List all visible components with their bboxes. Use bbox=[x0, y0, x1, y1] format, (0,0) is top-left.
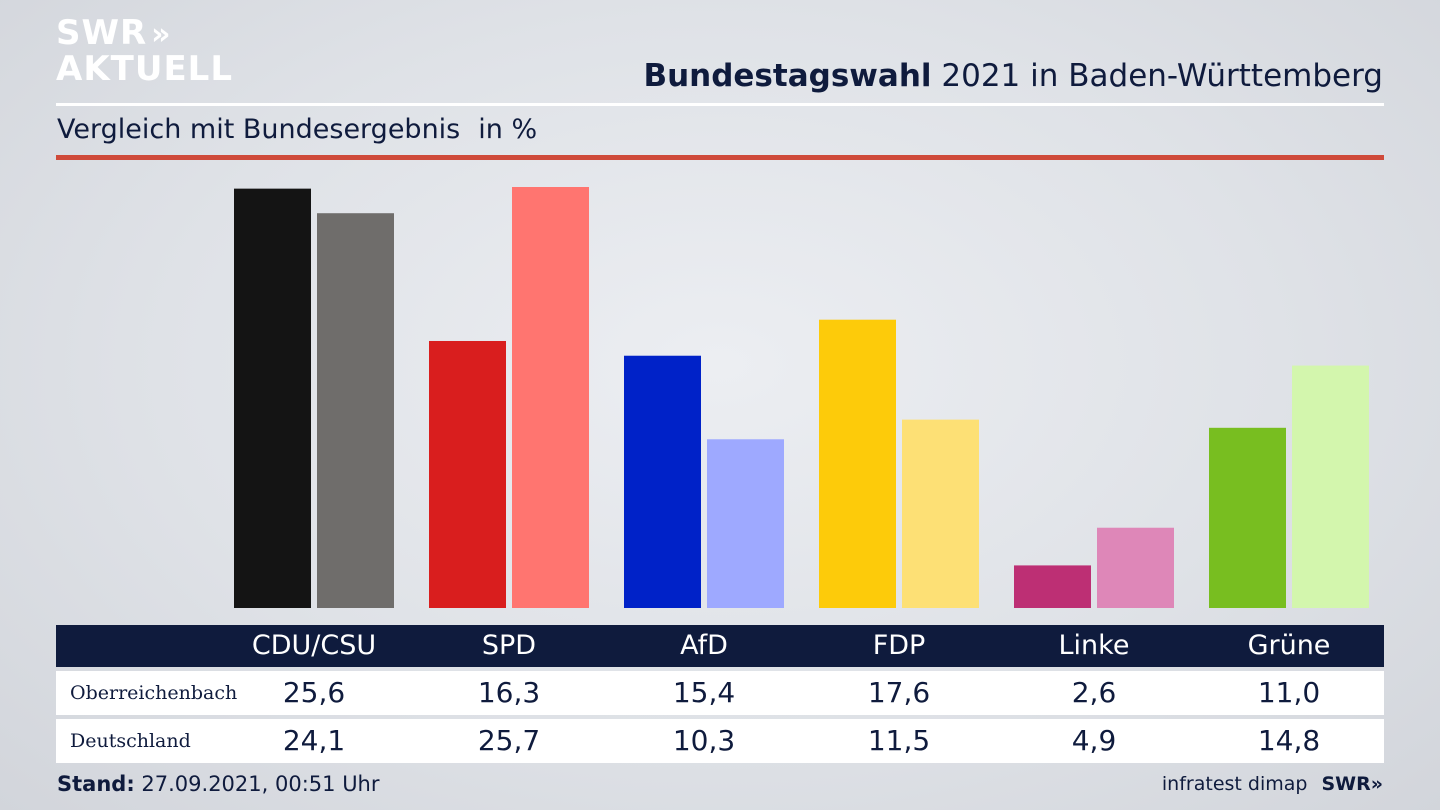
category-label: SPD bbox=[481, 630, 537, 661]
table-header: CDU/CSU SPD AfD FDP Linke Grüne bbox=[56, 625, 1384, 667]
footer-swr-logo: SWR» bbox=[1321, 773, 1383, 795]
bar-grüne-deutschland bbox=[1292, 365, 1369, 608]
value-cell: 10,3 bbox=[672, 724, 736, 757]
value-cell: 25,7 bbox=[477, 724, 541, 757]
stand-label: Stand: bbox=[57, 772, 135, 796]
swr-aktuell-logo: SWR» AKTUELL bbox=[56, 16, 233, 86]
value-cell: 2,6 bbox=[1071, 676, 1117, 709]
bar-afd-deutschland bbox=[707, 439, 784, 608]
table-row: Deutschland 24,1 25,7 10,3 11,5 4,9 14,8 bbox=[56, 719, 1384, 763]
category-label: Linke bbox=[1058, 630, 1130, 661]
value-cell: 11,5 bbox=[867, 724, 931, 757]
value-cell: 17,6 bbox=[867, 676, 931, 709]
bar-spd-deutschland bbox=[512, 187, 589, 608]
timestamp: Stand: 27.09.2021, 00:51 Uhr bbox=[57, 772, 380, 796]
category-label: Grüne bbox=[1247, 630, 1331, 661]
subtitle-divider bbox=[56, 155, 1384, 160]
bar-cdu-csu-deutschland bbox=[317, 213, 394, 608]
subtitle-unit: in % bbox=[478, 114, 538, 145]
row-label-oberreichenbach: Oberreichenbach bbox=[70, 682, 238, 704]
bar-spd-oberreichenbach bbox=[429, 340, 506, 608]
category-label: FDP bbox=[872, 630, 926, 661]
value-cell: 24,1 bbox=[282, 724, 346, 757]
value-cell: 25,6 bbox=[282, 676, 346, 709]
category-label: AfD bbox=[680, 630, 728, 661]
bar-grüne-oberreichenbach bbox=[1209, 427, 1286, 608]
subtitle-text: Vergleich mit Bundesergebnis bbox=[57, 114, 461, 145]
stand-value: 27.09.2021, 00:51 Uhr bbox=[141, 772, 380, 796]
chart-subtitle: Vergleich mit Bundesergebnis in % bbox=[57, 114, 537, 145]
title-rest: 2021 in Baden-Württemberg bbox=[941, 58, 1383, 94]
bar-fdp-oberreichenbach bbox=[819, 319, 896, 608]
value-cell: 16,3 bbox=[477, 676, 541, 709]
logo-aktuell-text: AKTUELL bbox=[56, 49, 234, 89]
value-cell: 11,0 bbox=[1257, 676, 1321, 709]
source-credit: infratest dimap SWR» bbox=[1162, 773, 1383, 795]
title-divider bbox=[56, 103, 1384, 106]
bar-chart bbox=[234, 187, 1369, 609]
bar-linke-oberreichenbach bbox=[1014, 565, 1091, 608]
bar-linke-deutschland bbox=[1097, 527, 1174, 608]
value-cell: 4,9 bbox=[1071, 724, 1117, 757]
row-label-deutschland: Deutschland bbox=[70, 730, 191, 752]
results-table: CDU/CSU SPD AfD FDP Linke Grüne Oberreichenba… bbox=[56, 625, 1384, 763]
bar-afd-oberreichenbach bbox=[624, 355, 701, 608]
source-text: infratest dimap bbox=[1161, 773, 1308, 795]
logo-swr-text: SWR bbox=[56, 13, 148, 53]
title-bold: Bundestagswahl bbox=[643, 58, 932, 94]
value-cell: 15,4 bbox=[672, 676, 736, 709]
table-row: Oberreichenbach 25,6 16,3 15,4 17,6 2,6 11,0 bbox=[56, 671, 1384, 715]
bar-cdu-csu-oberreichenbach bbox=[234, 188, 311, 609]
logo-arrows-icon: » bbox=[151, 17, 172, 52]
bar-fdp-deutschland bbox=[902, 419, 979, 608]
page-title: Bundestagswahl 2021 in Baden-Württemberg bbox=[643, 58, 1383, 94]
category-label: CDU/CSU bbox=[251, 630, 377, 661]
value-cell: 14,8 bbox=[1257, 724, 1321, 757]
